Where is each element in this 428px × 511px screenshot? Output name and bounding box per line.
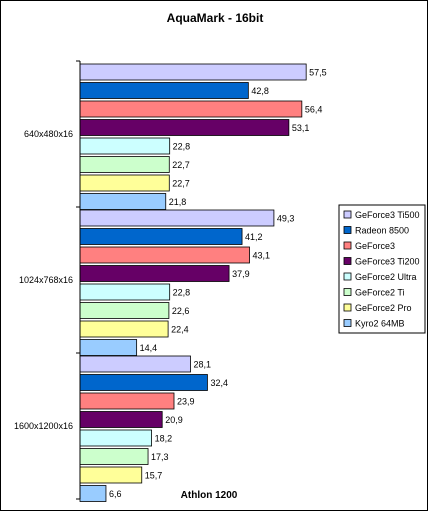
data-label-radeon-8500-640x480x16: 42,8	[251, 86, 269, 96]
bar-radeon-8500-1600x1200x16	[79, 374, 208, 391]
bar-geforce2-ti-640x480x16	[79, 156, 170, 173]
data-label-kyro2-64mb-1600x1200x16: 6,6	[109, 489, 122, 499]
legend-label-radeon-8500: Radeon 8500	[355, 226, 409, 236]
bar-geforce2-ti-1600x1200x16	[79, 448, 149, 465]
data-label-geforce3-1600x1200x16: 23,9	[177, 397, 195, 407]
data-label-geforce2-pro-640x480x16: 22,7	[172, 179, 190, 189]
axis-layer: 640x480x16 1024x768x16 1600x1200x16	[14, 60, 81, 500]
bar-geforce2-pro-1600x1200x16	[79, 466, 143, 484]
legend-label-geforce3: GeForce3	[355, 241, 395, 251]
data-label-kyro2-64mb-1024x768x16: 14,4	[140, 343, 158, 353]
bar-geforce2-ultra-1024x768x16	[79, 283, 171, 301]
bar-geforce3-ti500-1600x1200x16	[79, 355, 191, 373]
data-label-geforce2-ti-1024x768x16: 22,6	[172, 306, 190, 316]
legend-swatch-geforce2-ti	[343, 288, 352, 296]
bars-layer: 57,5 42,8 56,4 53,1 22,8 22,7 22,7 21,8 49,3 41,2…	[79, 63, 327, 502]
data-label-geforce3-1024x768x16: 43,1	[253, 251, 271, 261]
legend-swatch-geforce3-ti200	[343, 257, 352, 265]
bar-geforce3-640x480x16	[79, 100, 303, 118]
data-label-geforce2-ti-1600x1200x16: 17,3	[151, 452, 169, 462]
data-label-geforce3-ti500-1024x768x16: 49,3	[277, 214, 295, 224]
legend: GeForce3 Ti500 Radeon 8500 GeForce3 GeForce…	[338, 204, 426, 334]
bar-geforce2-ultra-1600x1200x16	[79, 429, 152, 447]
bar-radeon-8500-1024x768x16	[79, 228, 243, 245]
data-label-geforce3-ti500-640x480x16: 57,5	[309, 68, 327, 78]
data-label-geforce3-ti200-1600x1200x16: 20,9	[165, 415, 183, 425]
category-label-640x480x16: 640x480x16	[24, 129, 73, 139]
data-label-geforce2-ultra-1600x1200x16: 18,2	[155, 434, 173, 444]
category-label-1600x1200x16: 1600x1200x16	[14, 421, 73, 431]
data-label-geforce3-ti500-1600x1200x16: 28,1	[194, 360, 212, 370]
data-label-geforce2-ultra-1024x768x16: 22,8	[173, 288, 191, 298]
bar-kyro2-64mb-1600x1200x16	[79, 485, 107, 502]
x-axis-label: Athlon 1200	[181, 490, 238, 501]
bar-geforce3-ti200-1024x768x16	[79, 265, 230, 282]
data-label-radeon-8500-1024x768x16: 41,2	[245, 232, 263, 242]
bar-kyro2-64mb-640x480x16	[79, 193, 167, 210]
legend-label-geforce2-ultra: GeForce2 Ultra	[355, 272, 417, 282]
category-label-1024x768x16: 1024x768x16	[19, 275, 73, 285]
legend-swatch-geforce2-ultra	[343, 272, 352, 281]
data-label-radeon-8500-1600x1200x16: 32,4	[210, 378, 228, 388]
bar-radeon-8500-640x480x16	[79, 82, 249, 99]
bar-geforce3-1024x768x16	[79, 246, 250, 264]
legend-box	[338, 204, 426, 334]
bar-geforce3-1600x1200x16	[79, 392, 175, 410]
chart-title: AquaMark - 16bit	[167, 11, 264, 25]
legend-label-geforce2-pro: GeForce2 Pro	[355, 303, 412, 313]
bar-geforce3-ti200-1600x1200x16	[79, 411, 163, 428]
data-label-geforce3-ti200-1024x768x16: 37,9	[232, 269, 250, 279]
bar-geforce2-ti-1024x768x16	[79, 302, 170, 319]
legend-label-kyro2-64mb: Kyro2 64MB	[355, 319, 405, 329]
legend-label-geforce3-ti200: GeForce3 Ti200	[355, 257, 420, 267]
data-label-geforce3-ti200-640x480x16: 53,1	[292, 123, 310, 133]
legend-swatch-kyro2-64mb	[343, 319, 352, 327]
legend-label-geforce2-ti: GeForce2 Ti	[355, 288, 405, 298]
legend-swatch-geforce3	[343, 241, 352, 250]
legend-swatch-geforce2-pro	[343, 303, 352, 312]
bar-geforce2-pro-640x480x16	[79, 174, 170, 192]
data-label-geforce2-pro-1600x1200x16: 15,7	[145, 471, 163, 481]
data-label-geforce2-ti-640x480x16: 22,7	[172, 160, 190, 170]
data-label-geforce2-ultra-640x480x16: 22,8	[173, 142, 191, 152]
bar-geforce2-pro-1024x768x16	[79, 320, 169, 338]
legend-swatch-radeon-8500	[343, 226, 352, 234]
bar-geforce2-ultra-640x480x16	[79, 137, 171, 155]
legend-label-geforce3-ti500: GeForce3 Ti500	[355, 210, 420, 220]
legend-swatch-geforce3-ti500	[343, 210, 352, 219]
bar-kyro2-64mb-1024x768x16	[79, 339, 138, 356]
bar-geforce3-ti500-640x480x16	[79, 63, 307, 81]
bar-geforce3-ti200-640x480x16	[79, 119, 290, 136]
data-label-geforce2-pro-1024x768x16: 22,4	[171, 325, 189, 335]
bar-geforce3-ti500-1024x768x16	[79, 209, 275, 227]
data-label-geforce3-640x480x16: 56,4	[305, 105, 323, 115]
data-label-kyro2-64mb-640x480x16: 21,8	[169, 197, 187, 207]
